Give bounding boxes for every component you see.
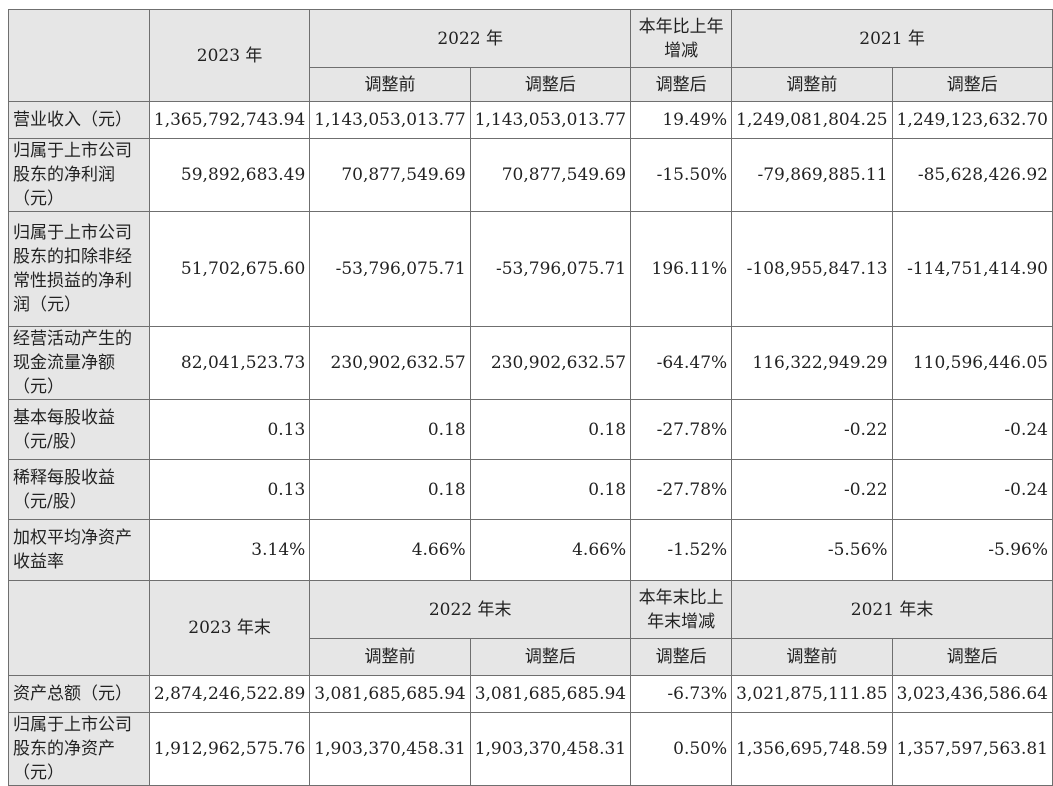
value-cell: 1,365,792,743.94 [148,101,311,139]
value-cell: -0.24 [891,399,1053,460]
value-cell: -5.56% [731,519,893,581]
value-cell: 1,903,370,458.31 [309,712,471,786]
table-row: 营业收入（元） 1,365,792,743.94 1,143,053,013.7… [8,101,1053,139]
row-label: 加权平均净资产收益率 [8,519,150,581]
value-cell: 0.50% [630,712,733,786]
table-row: 经营活动产生的现金流量净额（元） 82,041,523.73 230,902,6… [8,326,1053,400]
row-label: 归属于上市公司股东的净资产（元） [8,712,150,786]
value-cell: -15.50% [630,138,733,212]
header-2022-end: 2022 年末 [309,580,632,639]
value-cell: 2,874,246,522.89 [148,675,311,713]
header-2022-end-before: 调整前 [309,638,471,676]
table-row: 加权平均净资产收益率 3.14% 4.66% 4.66% -1.52% -5.5… [8,519,1053,581]
header-2021-end: 2021 年末 [731,580,1053,639]
value-cell: -6.73% [630,675,733,713]
value-cell: -5.96% [891,519,1053,581]
header-2021-before: 调整前 [731,67,893,102]
corner-cell [8,580,150,676]
row-label: 归属于上市公司股东的净利润（元） [8,138,150,212]
table-row: 归属于上市公司股东的扣除非经常性损益的净利润（元） 51,702,675.60 … [8,211,1053,327]
header-2023-end: 2023 年末 [148,580,311,676]
financial-data-table: 2023 年 2022 年 本年比上年增减 2021 年 调整前 调整后 调整后… [8,9,1053,786]
value-cell: 3,021,875,111.85 [731,675,893,713]
header-yoy-change-end: 本年末比上年末增减 [630,580,733,639]
value-cell: 59,892,683.49 [148,138,311,212]
row-label: 稀释每股收益（元/股） [8,459,150,520]
value-cell: 196.11% [630,211,733,327]
value-cell: 70,877,549.69 [309,138,471,212]
table-row: 稀释每股收益（元/股） 0.13 0.18 0.18 -27.78% -0.22… [8,459,1053,520]
value-cell: -108,955,847.13 [731,211,893,327]
header-2023: 2023 年 [148,9,311,102]
value-cell: 51,702,675.60 [148,211,311,327]
header-2022-before: 调整前 [309,67,471,102]
value-cell: 230,902,632.57 [309,326,471,400]
value-cell: -27.78% [630,399,733,460]
value-cell: 3.14% [148,519,311,581]
value-cell: -64.47% [630,326,733,400]
value-cell: 0.18 [469,459,632,520]
header-2022: 2022 年 [309,9,632,68]
header-2021-end-before: 调整前 [731,638,893,676]
value-cell: 3,081,685,685.94 [309,675,471,713]
value-cell: 1,249,081,804.25 [731,101,893,139]
value-cell: 3,023,436,586.64 [891,675,1053,713]
corner-cell [8,9,150,102]
row-label: 基本每股收益（元/股） [8,399,150,460]
value-cell: 19.49% [630,101,733,139]
row-label: 营业收入（元） [8,101,150,139]
value-cell: -0.22 [731,399,893,460]
header-2021-end-after: 调整后 [891,638,1053,676]
value-cell: 4.66% [309,519,471,581]
header-2022-end-after: 调整后 [469,638,632,676]
table-row: 归属于上市公司股东的净利润（元） 59,892,683.49 70,877,54… [8,138,1053,212]
table-row: 归属于上市公司股东的净资产（元） 1,912,962,575.76 1,903,… [8,712,1053,786]
value-cell: 0.13 [148,399,311,460]
value-cell: 3,081,685,685.94 [469,675,632,713]
value-cell: -114,751,414.90 [891,211,1053,327]
value-cell: -1.52% [630,519,733,581]
header-change-end-after: 调整后 [630,638,733,676]
row-label: 归属于上市公司股东的扣除非经常性损益的净利润（元） [8,211,150,327]
row-label: 资产总额（元） [8,675,150,713]
value-cell: 110,596,446.05 [891,326,1053,400]
value-cell: -53,796,075.71 [309,211,471,327]
value-cell: 1,356,695,748.59 [731,712,893,786]
value-cell: 0.18 [469,399,632,460]
value-cell: 4.66% [469,519,632,581]
header-yoy-change: 本年比上年增减 [630,9,733,68]
table-row: 资产总额（元） 2,874,246,522.89 3,081,685,685.9… [8,675,1053,713]
value-cell: 82,041,523.73 [148,326,311,400]
value-cell: 230,902,632.57 [469,326,632,400]
value-cell: -0.22 [731,459,893,520]
value-cell: 1,143,053,013.77 [309,101,471,139]
value-cell: 0.18 [309,459,471,520]
value-cell: 0.13 [148,459,311,520]
value-cell: 70,877,549.69 [469,138,632,212]
value-cell: -79,869,885.11 [731,138,893,212]
header-change-after: 调整后 [630,67,733,102]
value-cell: 1,357,597,563.81 [891,712,1053,786]
value-cell: 0.18 [309,399,471,460]
value-cell: 116,322,949.29 [731,326,893,400]
value-cell: -85,628,426.92 [891,138,1053,212]
row-label: 经营活动产生的现金流量净额（元） [8,326,150,400]
value-cell: 1,249,123,632.70 [891,101,1053,139]
value-cell: 1,143,053,013.77 [469,101,632,139]
header-2021: 2021 年 [731,9,1053,68]
value-cell: 1,903,370,458.31 [469,712,632,786]
value-cell: -53,796,075.71 [469,211,632,327]
table-row: 基本每股收益（元/股） 0.13 0.18 0.18 -27.78% -0.22… [8,399,1053,460]
value-cell: -27.78% [630,459,733,520]
header-2022-after: 调整后 [469,67,632,102]
header-2021-after: 调整后 [891,67,1053,102]
value-cell: 1,912,962,575.76 [148,712,311,786]
value-cell: -0.24 [891,459,1053,520]
